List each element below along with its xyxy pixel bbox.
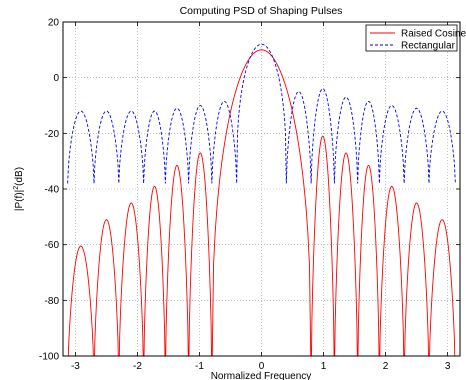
x-tick-label: 3	[445, 361, 451, 372]
y-tick-label: -60	[45, 240, 60, 251]
series-line-raised-cosine	[67, 49, 456, 356]
legend: Raised Cosine Rectangular	[365, 24, 466, 52]
x-tick-label: -3	[71, 361, 80, 372]
y-tick-label: -100	[39, 352, 59, 363]
y-axis-label: |P(f)|2(dB)	[13, 167, 25, 211]
y-tick-label: -80	[45, 296, 60, 307]
x-tick-label: 0	[259, 361, 265, 372]
legend-label-rectangular: Rectangular	[401, 41, 456, 52]
x-tick-label: 1	[321, 361, 327, 372]
y-tick-label: 20	[48, 18, 60, 29]
y-tick-label: -20	[45, 129, 60, 140]
x-tick-label: -2	[133, 361, 142, 372]
y-axis-label-sup: 2	[13, 186, 20, 190]
legend-label-raised-cosine: Raised Cosine	[401, 29, 466, 40]
series-layer	[67, 43, 456, 356]
y-tick-label: -40	[45, 185, 60, 196]
x-axis-label: Normalized Frequency	[211, 371, 312, 380]
axis-ticks: -3 -2 -1 0 1 2 3 -100 -80 -60 -40 -20 0 20	[39, 18, 460, 372]
series-line-rectangular	[67, 43, 456, 184]
y-axis-label-main: |P(f)|	[14, 190, 25, 211]
legend-box	[365, 24, 458, 52]
x-tick-label: 2	[383, 361, 389, 372]
chart-title: Computing PSD of Shaping Pulses	[180, 5, 343, 17]
y-tick-label: 0	[53, 73, 59, 84]
y-axis-label-unit: (dB)	[14, 167, 25, 186]
x-tick-label: -1	[195, 361, 204, 372]
